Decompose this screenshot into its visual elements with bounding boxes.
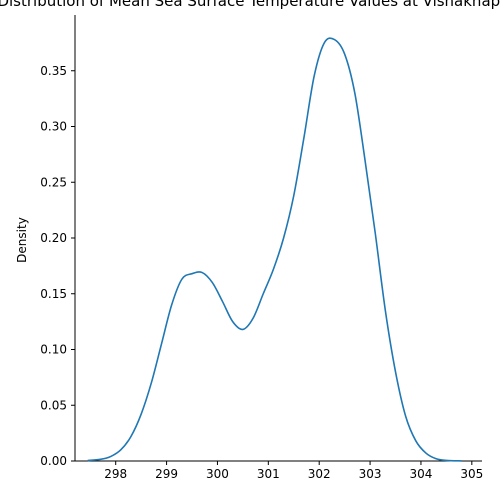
y-tick-label: 0.20 [40, 231, 67, 245]
x-tick-label: 301 [257, 467, 280, 481]
x-tick-label: 303 [359, 467, 382, 481]
density-line [88, 38, 462, 461]
y-tick-label: 0.15 [40, 287, 67, 301]
axes [75, 15, 482, 461]
series-layer [88, 38, 462, 461]
x-tick-label: 302 [308, 467, 331, 481]
y-tick-label: 0.25 [40, 175, 67, 189]
y-tick-label: 0.00 [40, 454, 67, 468]
y-tick-label: 0.35 [40, 64, 67, 78]
x-tick-label: 300 [206, 467, 229, 481]
x-tick-label: 304 [409, 467, 432, 481]
y-tick-label: 0.05 [40, 398, 67, 412]
x-tick-label: 305 [460, 467, 483, 481]
y-tick-label: 0.30 [40, 120, 67, 134]
x-tick-label: 299 [155, 467, 178, 481]
x-tick-label: 298 [104, 467, 127, 481]
y-tick-label: 0.10 [40, 343, 67, 357]
chart-title: Distribution of Mean Sea Surface Tempera… [0, 0, 500, 10]
y-axis-label: Density [15, 217, 29, 263]
ticks: 298 299 300 301 302 303 304 305 0.00 0.05 0.10 0.15… [40, 64, 483, 481]
